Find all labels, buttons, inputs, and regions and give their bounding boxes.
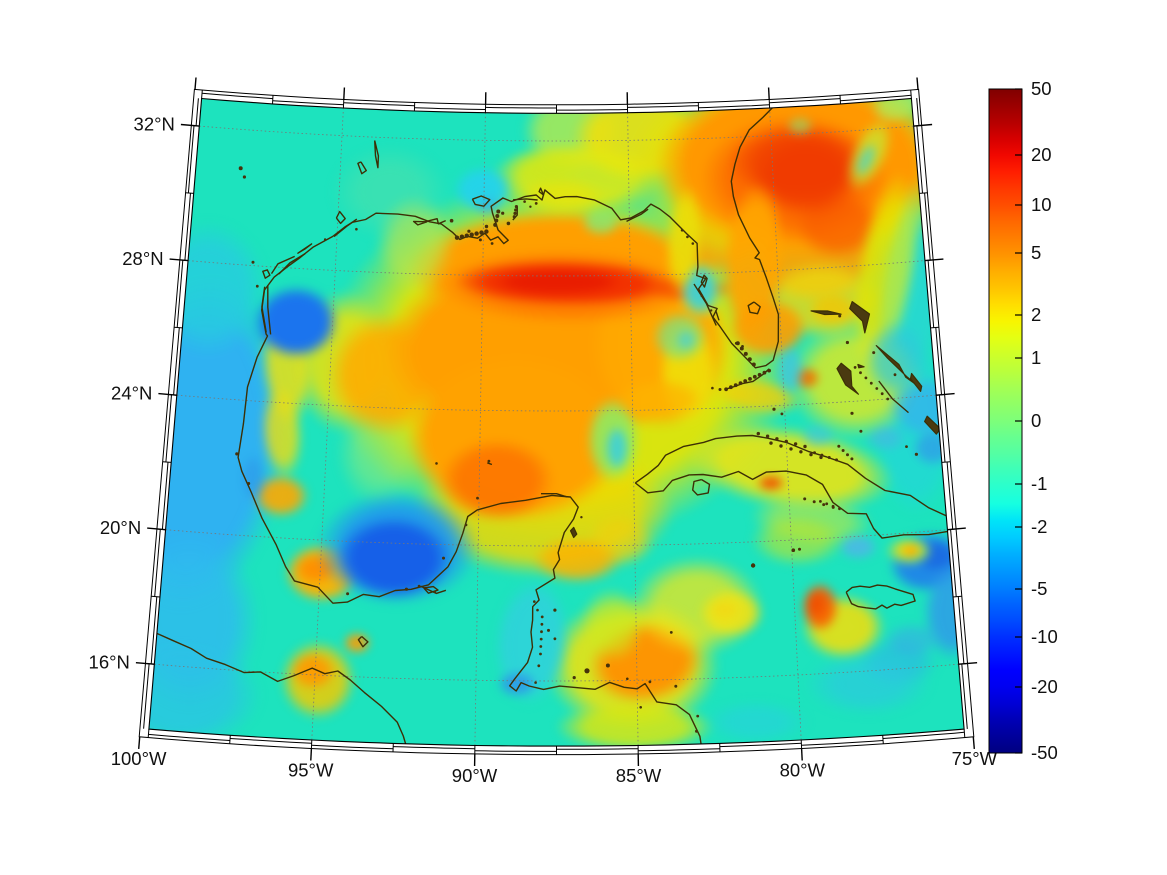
svg-text:100°W: 100°W [111,748,167,769]
svg-text:10: 10 [1031,194,1052,215]
svg-text:80°W: 80°W [780,760,826,781]
svg-text:90°W: 90°W [452,765,498,786]
svg-text:28°N: 28°N [122,248,163,269]
svg-text:95°W: 95°W [288,760,334,781]
svg-text:-10: -10 [1031,626,1058,647]
svg-text:50: 50 [1031,78,1052,99]
svg-text:0: 0 [1031,410,1041,431]
svg-text:-20: -20 [1031,676,1058,697]
svg-text:32°N: 32°N [134,114,175,135]
svg-text:-1: -1 [1031,473,1047,494]
svg-text:20: 20 [1031,144,1052,165]
svg-text:16°N: 16°N [89,652,130,673]
svg-text:-2: -2 [1031,516,1047,537]
svg-text:2: 2 [1031,304,1041,325]
svg-text:20°N: 20°N [100,517,141,538]
svg-text:-50: -50 [1031,742,1058,763]
svg-text:-5: -5 [1031,578,1047,599]
svg-text:1: 1 [1031,347,1041,368]
svg-text:75°W: 75°W [952,748,998,769]
svg-text:24°N: 24°N [111,383,152,404]
svg-text:85°W: 85°W [616,765,662,786]
svg-text:5: 5 [1031,242,1041,263]
